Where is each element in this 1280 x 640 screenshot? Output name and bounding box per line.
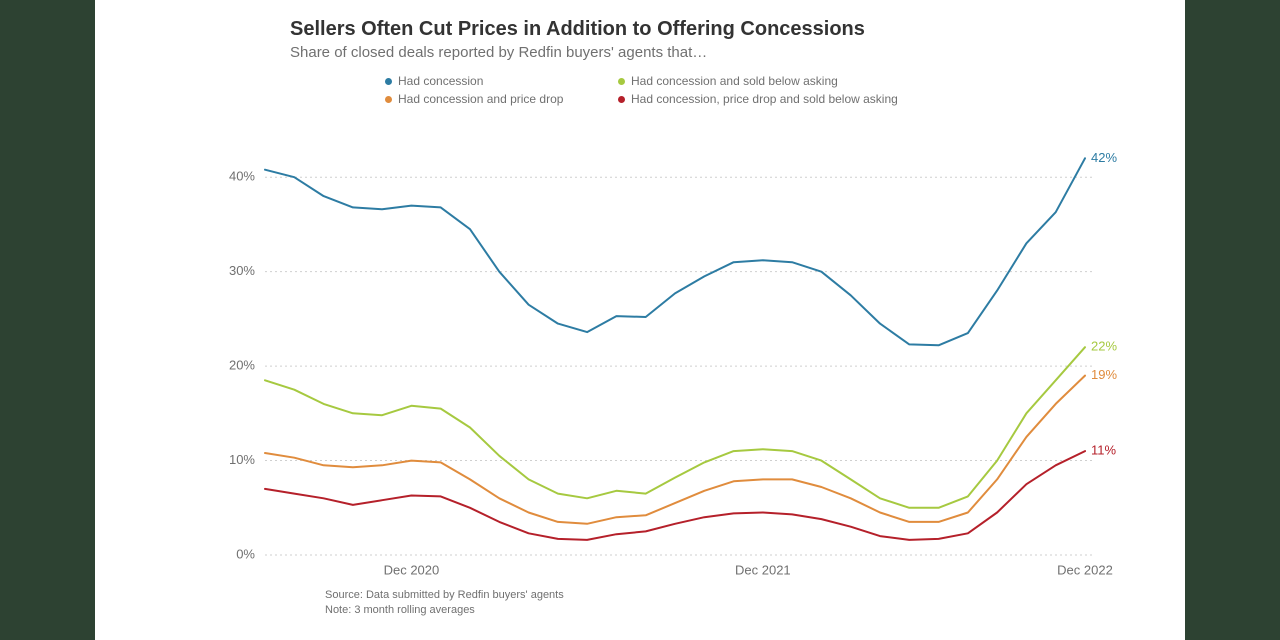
x-axis-tick-label: Dec 2020 bbox=[384, 563, 440, 578]
series-end-label: 19% bbox=[1091, 367, 1117, 382]
y-axis-tick-label: 30% bbox=[229, 263, 255, 278]
legend-label: Had concession bbox=[398, 74, 483, 88]
legend-item: Had concession, price drop and sold belo… bbox=[618, 92, 948, 106]
legend-row: Had concession and price drop Had concess… bbox=[385, 90, 966, 108]
chart-plot-area: 0%10%20%30%40%Dec 2020Dec 2021Dec 202242… bbox=[265, 130, 1095, 555]
legend-dot-icon bbox=[618, 78, 625, 85]
legend-label: Had concession and sold below asking bbox=[631, 74, 838, 88]
series-end-label: 11% bbox=[1091, 443, 1116, 458]
series-end-label: 22% bbox=[1091, 339, 1117, 354]
chart-title: Sellers Often Cut Prices in Addition to … bbox=[290, 18, 865, 41]
footnote-source: Source: Data submitted by Redfin buyers'… bbox=[325, 588, 564, 603]
legend-dot-icon bbox=[385, 78, 392, 85]
series-end-label: 42% bbox=[1091, 150, 1117, 165]
legend-label: Had concession and price drop bbox=[398, 92, 563, 106]
legend-item: Had concession and price drop bbox=[385, 92, 600, 106]
chart-svg: 0%10%20%30%40%Dec 2020Dec 2021Dec 202242… bbox=[265, 130, 1095, 555]
legend-item: Had concession and sold below asking bbox=[618, 74, 948, 88]
y-axis-tick-label: 0% bbox=[236, 546, 255, 561]
chart-legend: Had concession Had concession and sold be… bbox=[385, 72, 966, 108]
chart-panel: Sellers Often Cut Prices in Addition to … bbox=[95, 0, 1185, 640]
legend-label: Had concession, price drop and sold belo… bbox=[631, 92, 898, 106]
legend-row: Had concession Had concession and sold be… bbox=[385, 72, 966, 90]
series-line bbox=[265, 376, 1085, 524]
y-axis-tick-label: 40% bbox=[229, 169, 255, 184]
x-axis-tick-label: Dec 2021 bbox=[735, 563, 791, 578]
legend-item: Had concession bbox=[385, 74, 600, 88]
chart-footnote: Source: Data submitted by Redfin buyers'… bbox=[325, 588, 564, 618]
series-line bbox=[265, 347, 1085, 508]
legend-dot-icon bbox=[385, 96, 392, 103]
y-axis-tick-label: 20% bbox=[229, 358, 255, 373]
series-line bbox=[265, 158, 1085, 345]
y-axis-tick-label: 10% bbox=[229, 452, 255, 467]
footnote-note: Note: 3 month rolling averages bbox=[325, 603, 564, 618]
legend-dot-icon bbox=[618, 96, 625, 103]
chart-subtitle: Share of closed deals reported by Redfin… bbox=[290, 44, 707, 61]
x-axis-tick-label: Dec 2022 bbox=[1057, 563, 1113, 578]
